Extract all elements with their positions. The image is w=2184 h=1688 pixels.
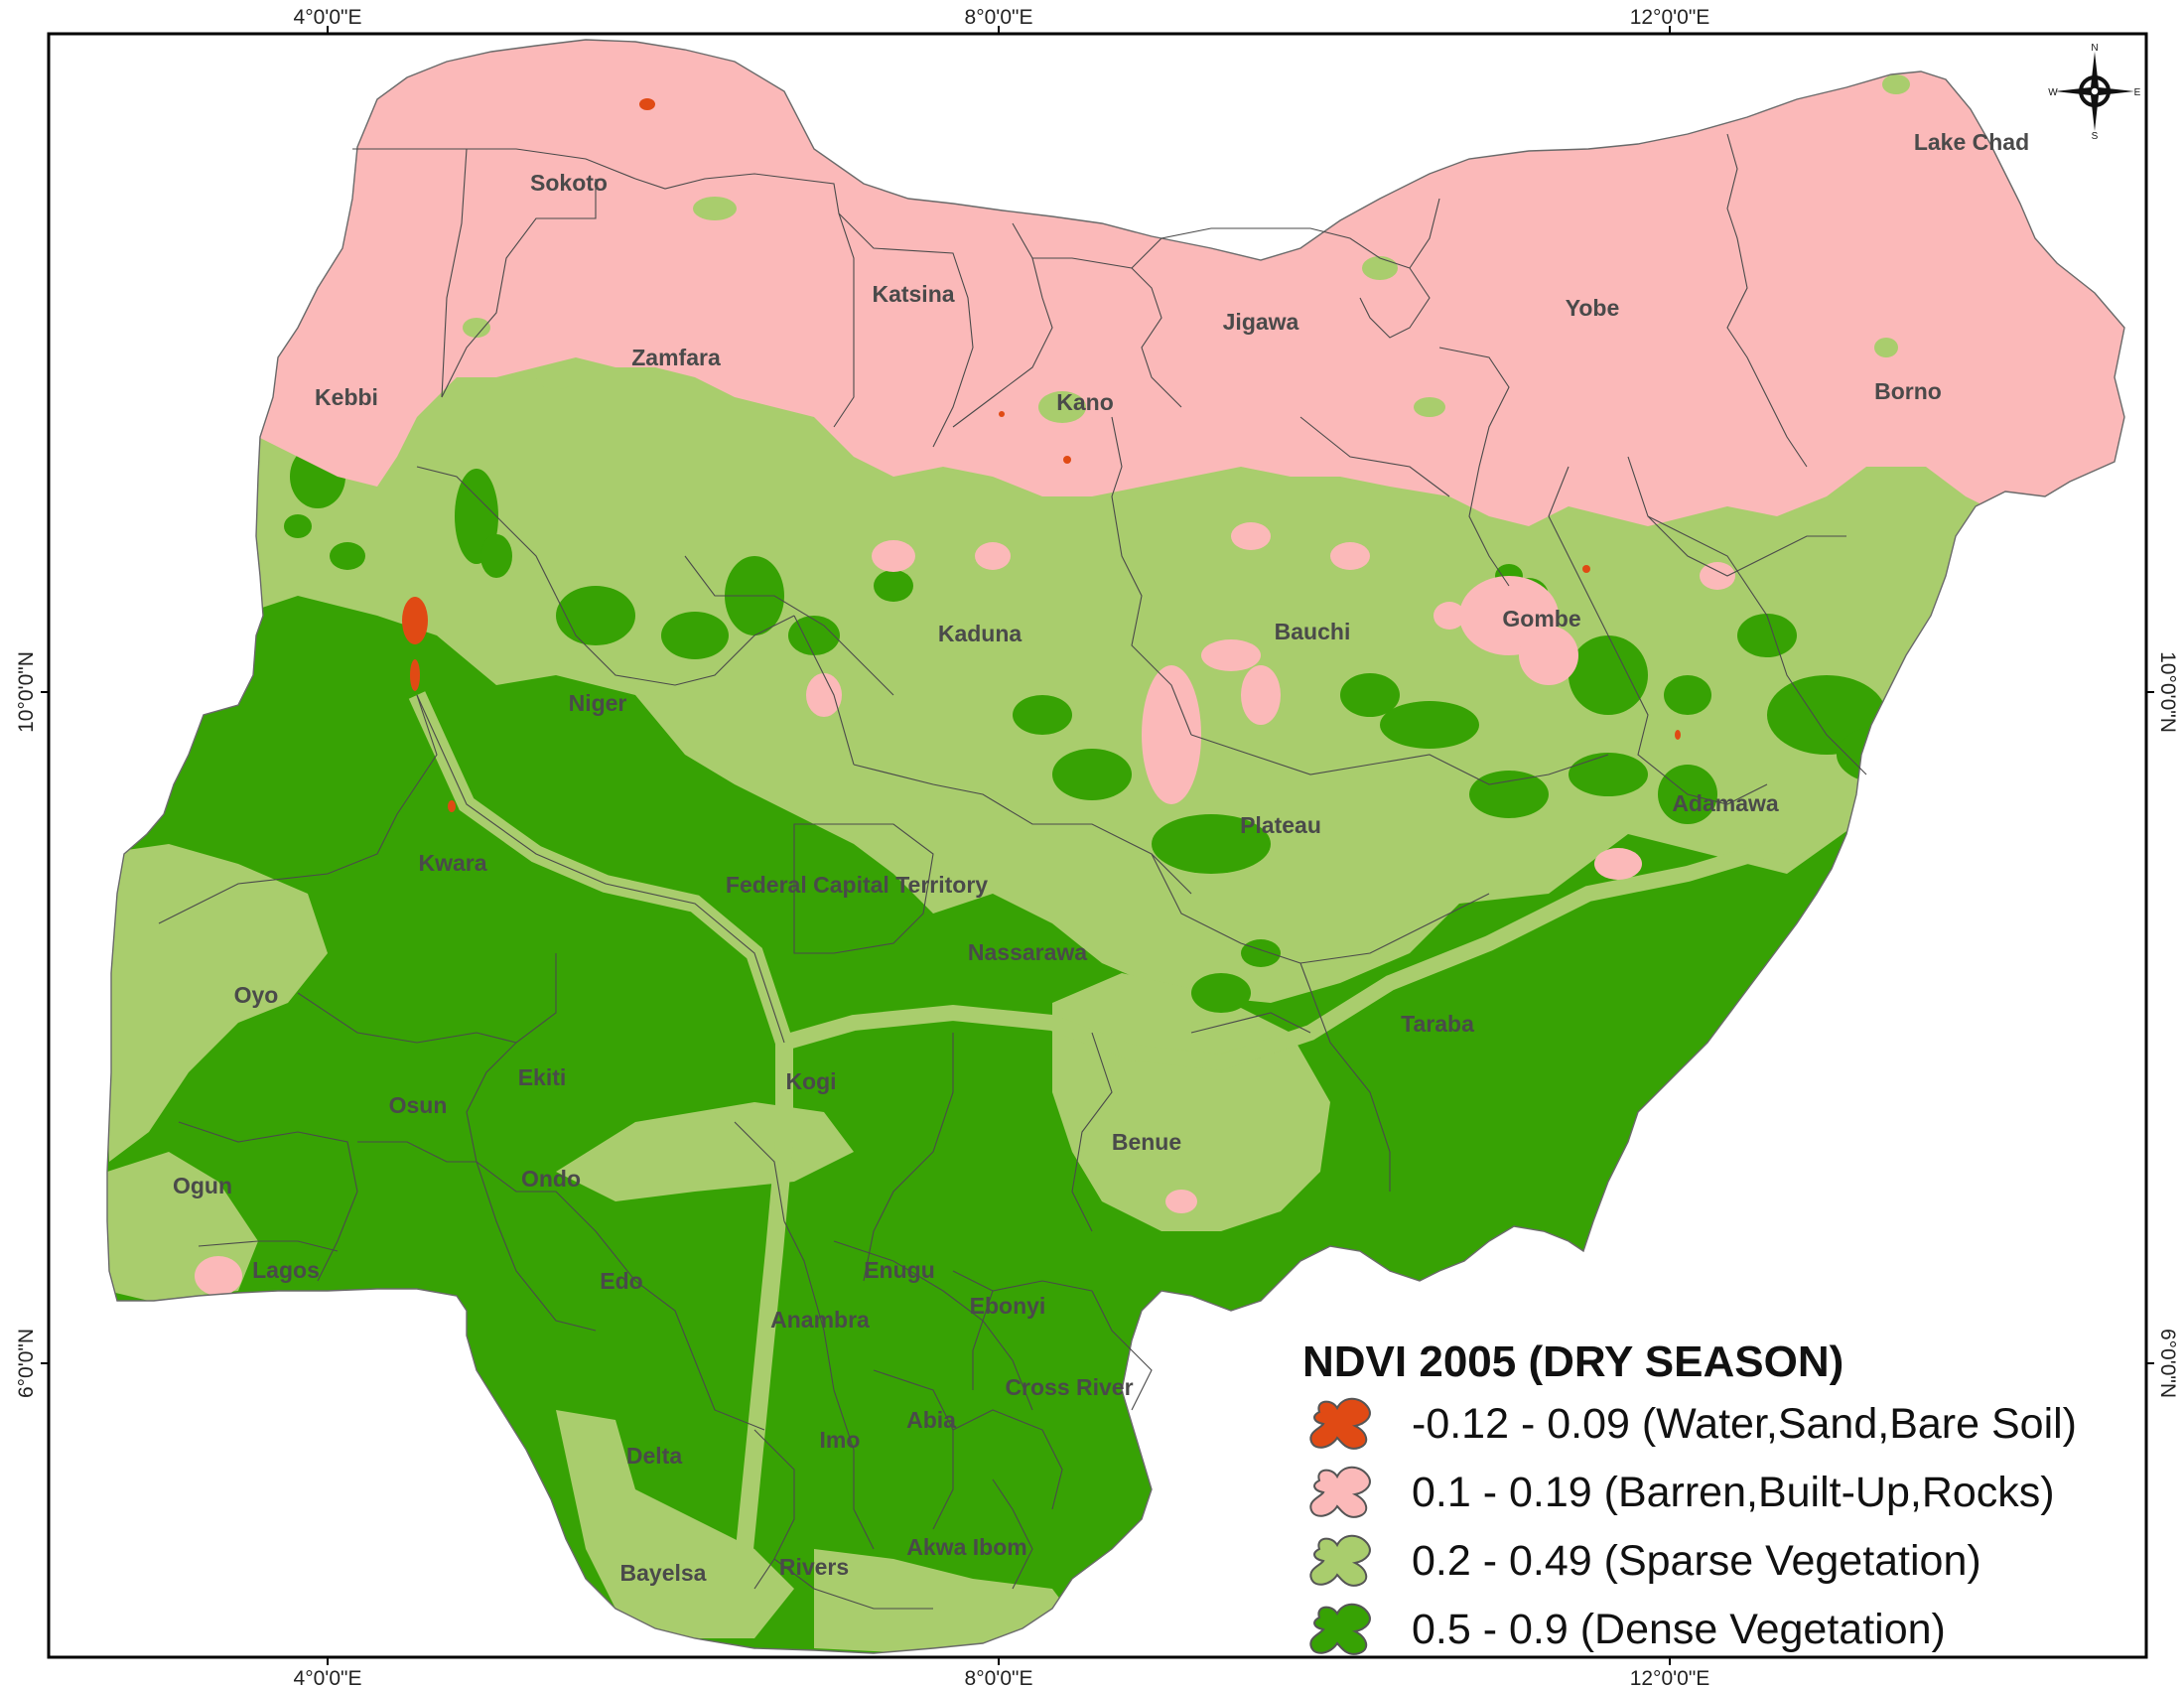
compass-n-label: N <box>2091 43 2098 54</box>
label-rivers: Rivers <box>779 1554 849 1580</box>
state-labels: Sokoto Katsina Zamfara Kebbi Kano Jigawa… <box>173 129 2029 1586</box>
graticule-label-right-10n: 10°0'0"N <box>2156 651 2179 733</box>
label-oyo: Oyo <box>234 982 279 1008</box>
label-kogi: Kogi <box>785 1068 836 1094</box>
graticule-label-bottom-12e: 12°0'0"E <box>1630 1667 1710 1688</box>
sparse-vegetation-west <box>107 844 328 1162</box>
label-niger: Niger <box>569 690 627 716</box>
graticule-label-top-8e: 8°0'0"E <box>965 6 1033 29</box>
barren-patches <box>195 522 1735 1296</box>
label-plateau: Plateau <box>1240 812 1321 838</box>
label-katsina: Katsina <box>872 281 954 307</box>
label-edo: Edo <box>600 1268 642 1294</box>
label-osun: Osun <box>389 1092 448 1118</box>
label-zamfara: Zamfara <box>631 345 721 370</box>
legend-swatch-3 <box>1309 1603 1371 1655</box>
state-boundaries <box>158 133 1867 1610</box>
legend-swatch-1 <box>1309 1466 1371 1518</box>
compass-w-label: W <box>2048 87 2058 98</box>
label-imo: Imo <box>820 1427 861 1453</box>
label-akwa-ibom: Akwa Ibom <box>906 1534 1026 1560</box>
sparse-vegetation-south-wedge <box>1052 973 1330 1231</box>
label-bauchi: Bauchi <box>1275 619 1351 644</box>
label-jigawa: Jigawa <box>1223 309 1299 335</box>
label-enugu: Enugu <box>864 1257 935 1283</box>
legend-label-3: 0.5 - 0.9 (Dense Vegetation) <box>1412 1606 1946 1653</box>
label-lake-chad: Lake Chad <box>1914 129 2029 155</box>
label-adamawa: Adamawa <box>1672 790 1779 816</box>
label-ogun: Ogun <box>173 1173 232 1198</box>
legend-swatch-0 <box>1309 1397 1371 1450</box>
label-kaduna: Kaduna <box>938 621 1023 646</box>
graticule-label-left-6n: 6°0'0"N <box>15 1329 38 1398</box>
legend-title: NDVI 2005 (DRY SEASON) <box>1302 1337 1843 1386</box>
graticule-label-left-10n: 10°0'0"N <box>15 651 38 733</box>
sparse-patches-north <box>463 74 1910 423</box>
label-ondo: Ondo <box>521 1166 581 1192</box>
compass-s-label: S <box>2092 131 2099 142</box>
label-ebonyi: Ebonyi <box>970 1293 1046 1319</box>
label-kano: Kano <box>1056 389 1114 415</box>
graticule-ticks <box>41 26 2154 1665</box>
label-gombe: Gombe <box>1502 606 1580 632</box>
label-delta: Delta <box>626 1443 682 1469</box>
legend: NDVI 2005 (DRY SEASON) -0.12 - 0.09 (Wat… <box>1302 1337 2077 1655</box>
label-yobe: Yobe <box>1566 295 1620 321</box>
sparse-vegetation-coast <box>814 1549 1082 1652</box>
label-lagos: Lagos <box>252 1257 320 1283</box>
water-bare-soil <box>402 98 1681 812</box>
label-ekiti: Ekiti <box>518 1064 567 1090</box>
legend-label-0: -0.12 - 0.09 (Water,Sand,Bare Soil) <box>1412 1400 2077 1448</box>
graticule-label-top-12e: 12°0'0"E <box>1630 6 1710 29</box>
label-nassarawa: Nassarawa <box>968 939 1087 965</box>
label-kebbi: Kebbi <box>315 384 378 410</box>
legend-label-1: 0.1 - 0.19 (Barren,Built-Up,Rocks) <box>1412 1469 2055 1516</box>
label-taraba: Taraba <box>1401 1011 1474 1037</box>
label-bayelsa: Bayelsa <box>620 1560 707 1586</box>
graticule-label-bottom-8e: 8°0'0"E <box>965 1667 1033 1688</box>
label-benue: Benue <box>1112 1129 1181 1155</box>
label-kwara: Kwara <box>418 850 486 876</box>
sparse-vegetation-benue-river <box>781 836 1790 1071</box>
legend-swatch-2 <box>1309 1534 1371 1587</box>
label-borno: Borno <box>1874 378 1942 404</box>
label-fct: Federal Capital Territory <box>726 872 988 898</box>
label-cross-river: Cross River <box>1005 1374 1133 1400</box>
ndvi-raster <box>107 40 2124 1653</box>
label-anambra: Anambra <box>770 1307 870 1333</box>
north-arrow-icon <box>2055 52 2134 131</box>
label-abia: Abia <box>906 1407 956 1433</box>
barren-zone-north <box>107 40 2124 556</box>
graticule-label-bottom-4e: 4°0'0"E <box>294 1667 362 1688</box>
sparse-vegetation-delta <box>556 1410 794 1638</box>
label-sokoto: Sokoto <box>530 170 608 196</box>
legend-label-2: 0.2 - 0.49 (Sparse Vegetation) <box>1412 1537 1981 1585</box>
graticule-label-right-6n: 6°0'0"N <box>2156 1329 2179 1398</box>
compass-e-label: E <box>2134 87 2141 98</box>
graticule-label-top-4e: 4°0'0"E <box>294 6 362 29</box>
